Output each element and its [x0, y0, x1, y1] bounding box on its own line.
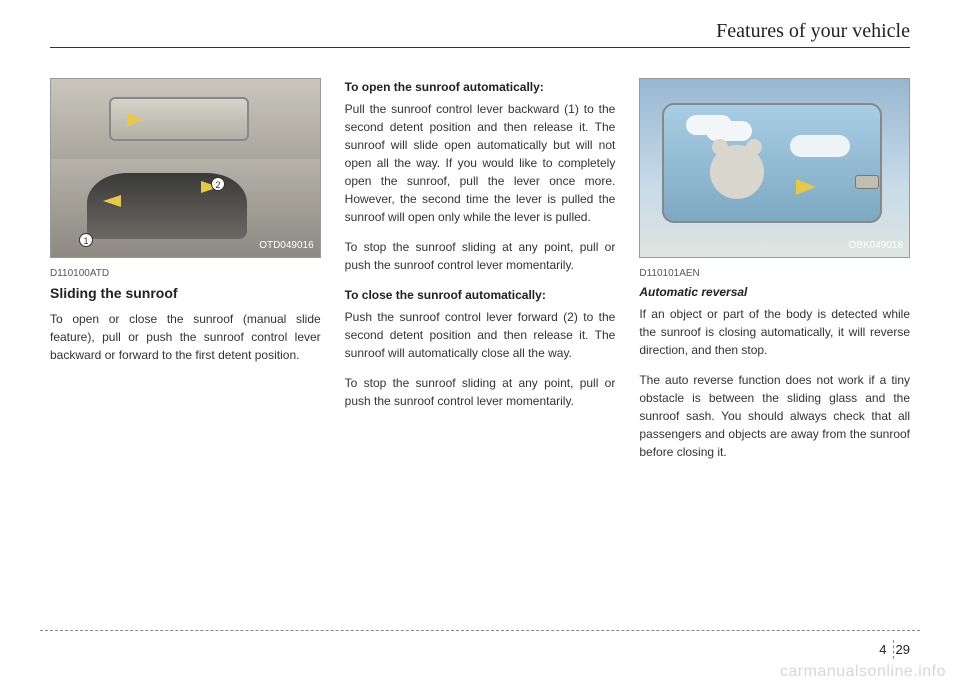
figure-caption: OTD049016	[259, 238, 313, 253]
page-header-title: Features of your vehicle	[50, 20, 910, 43]
figure-sunroof-lever: 1 2 OTD049016	[50, 78, 321, 258]
content-columns: 1 2 OTD049016 D110100ATD Sliding the sun…	[50, 78, 910, 473]
footer-rule	[40, 630, 920, 631]
column-2: To open the sunroof automatically: Pull …	[345, 78, 616, 473]
cloud-icon	[686, 115, 732, 135]
paragraph: Push the sunroof control lever forward (…	[345, 308, 616, 362]
cloud-icon	[790, 135, 850, 157]
callout-badge-1: 1	[79, 233, 93, 247]
section-code: D110101AEN	[639, 266, 910, 281]
paragraph: Pull the sunroof control lever backward …	[345, 100, 616, 226]
arrow-right-icon	[796, 179, 816, 195]
watermark: carmanualsonline.info	[780, 663, 946, 681]
paragraph: To stop the sunroof sliding at any point…	[345, 374, 616, 410]
column-1: 1 2 OTD049016 D110100ATD Sliding the sun…	[50, 78, 321, 473]
heading-close-auto: To close the sunroof automatically:	[345, 286, 616, 304]
section-code: D110100ATD	[50, 266, 321, 281]
heading-open-auto: To open the sunroof automatically:	[345, 78, 616, 96]
column-3: OBK049018 D110101AEN Automatic reversal …	[639, 78, 910, 473]
paragraph: The auto reverse function does not work …	[639, 371, 910, 461]
header-rule	[50, 47, 910, 48]
arrow-left-icon	[103, 195, 121, 207]
page-number: 429	[873, 640, 910, 659]
callout-badge-2: 2	[211, 177, 225, 191]
figure-caption: OBK049018	[849, 238, 904, 253]
page-number-value: 29	[896, 642, 910, 657]
heading-sliding-sunroof: Sliding the sunroof	[50, 283, 321, 304]
paragraph: To stop the sunroof sliding at any point…	[345, 238, 616, 274]
figure-top-panel	[51, 79, 320, 159]
section-number: 4	[873, 640, 893, 659]
figure-auto-reversal: OBK049018	[639, 78, 910, 258]
paragraph: To open or close the sunroof (manual sli…	[50, 310, 321, 364]
teddy-bear-icon	[710, 145, 764, 199]
sunroof-switch-shape	[855, 175, 879, 189]
heading-auto-reversal: Automatic reversal	[639, 283, 910, 301]
arrow-right-icon	[127, 113, 143, 127]
paragraph: If an object or part of the body is dete…	[639, 305, 910, 359]
